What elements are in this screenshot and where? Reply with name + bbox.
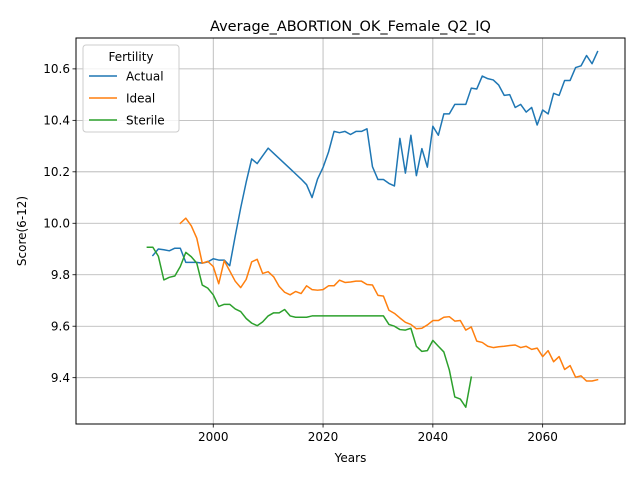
series-line-actual — [151, 50, 599, 267]
series-lines — [146, 50, 599, 409]
y-tick-label: 10.6 — [43, 62, 70, 76]
chart-title: Average_ABORTION_OK_Female_Q2_IQ — [210, 19, 491, 35]
y-tick-label: 10.4 — [43, 114, 70, 128]
plot-frame — [75, 37, 626, 425]
legend-label-sterile: Sterile — [126, 114, 165, 128]
legend: Fertility Actual Ideal Sterile — [82, 44, 180, 133]
legend-label-ideal: Ideal — [126, 92, 155, 106]
y-axis-ticks: 9.4 9.6 9.8 10.0 10.2 10.4 10.6 — [43, 62, 76, 385]
y-tick-label: 9.4 — [51, 371, 70, 385]
series-line-sterile — [146, 246, 473, 409]
grid-lines — [76, 38, 625, 424]
x-tick-label: 2040 — [418, 430, 449, 444]
x-tick-label: 2060 — [527, 430, 558, 444]
legend-box — [82, 44, 180, 133]
y-tick-label: 10.2 — [43, 165, 70, 179]
legend-title: Fertility — [108, 50, 153, 64]
x-axis-ticks: 2000 2020 2040 2060 — [198, 424, 558, 444]
y-axis-label: Score(6-12) — [15, 196, 29, 266]
y-tick-label: 10.0 — [43, 217, 70, 231]
x-tick-label: 2020 — [308, 430, 339, 444]
x-axis-label: Years — [334, 451, 367, 465]
x-tick-label: 2000 — [198, 430, 229, 444]
series-line-ideal — [179, 217, 599, 382]
legend-label-actual: Actual — [126, 70, 164, 84]
y-tick-label: 9.6 — [51, 320, 70, 334]
y-tick-label: 9.8 — [51, 268, 70, 282]
